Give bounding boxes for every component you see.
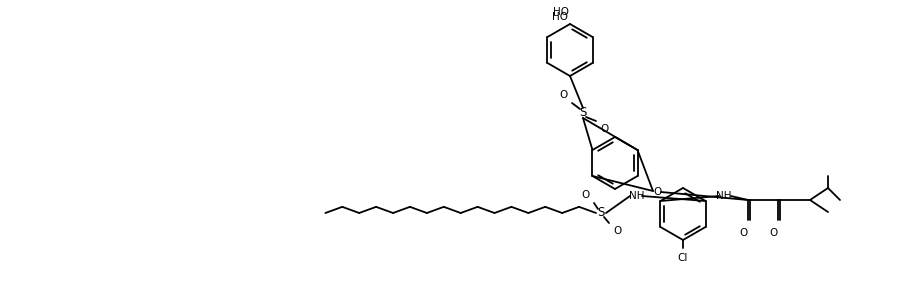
Text: O: O [769,228,777,238]
Text: O: O [559,90,568,100]
Text: O: O [600,124,608,134]
Text: S: S [579,107,587,119]
Text: HO: HO [553,7,569,17]
Text: S: S [597,206,605,219]
Text: O: O [613,226,621,236]
Text: HO: HO [552,12,568,22]
Text: O: O [739,228,747,238]
Text: Cl: Cl [677,253,688,263]
Text: O: O [653,187,661,197]
Text: O: O [582,190,590,200]
Text: NH: NH [716,191,732,201]
Text: NH: NH [629,191,645,201]
